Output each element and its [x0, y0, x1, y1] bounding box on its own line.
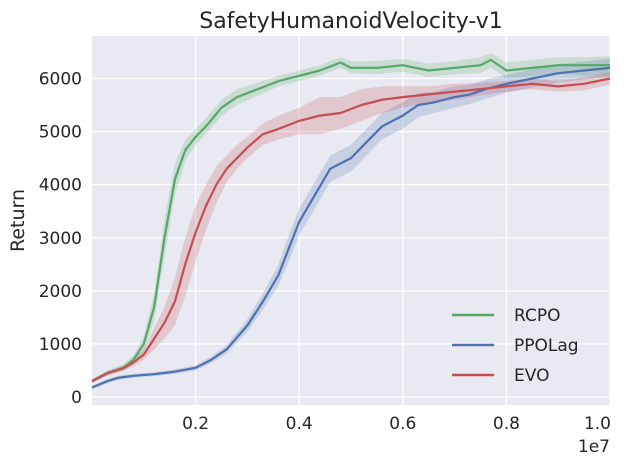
y-tick-label: 4000	[39, 176, 82, 196]
x-axis-offset-label: 1e7	[578, 437, 610, 457]
legend-label-evo: EVO	[514, 366, 549, 386]
x-tick-label: 0.6	[389, 414, 416, 434]
y-tick-label: 1000	[39, 335, 82, 355]
x-tick-label: 0.4	[286, 414, 313, 434]
y-tick-label: 2000	[39, 282, 82, 302]
confidence-bands	[92, 53, 610, 390]
y-tick-label: 0	[71, 388, 82, 408]
y-tick-label: 6000	[39, 69, 82, 89]
y-axis-label: Return	[7, 189, 29, 252]
y-tick-label: 5000	[39, 123, 82, 143]
evo-line	[91, 77, 611, 383]
evo-band	[92, 72, 610, 383]
x-tick-label: 1.0	[584, 414, 611, 434]
y-tick-label: 3000	[39, 229, 82, 249]
legend-label-ppolag: PPOLag	[514, 336, 579, 356]
x-tick-label: 0.8	[493, 414, 520, 434]
tick-labels: 0.2 0.4 0.6 0.8 1.0 0 1000 2000 3000 4000 5000 6000	[39, 69, 611, 434]
rcpo-band	[92, 53, 610, 384]
series-lines	[91, 58, 611, 389]
chart-title: SafetyHumanoidVelocity-v1	[199, 9, 503, 34]
legend-label-rcpo: RCPO	[514, 306, 560, 326]
legend: RCPO PPOLag EVO	[452, 306, 579, 386]
x-tick-label: 0.2	[182, 414, 209, 434]
rcpo-line	[91, 58, 610, 383]
